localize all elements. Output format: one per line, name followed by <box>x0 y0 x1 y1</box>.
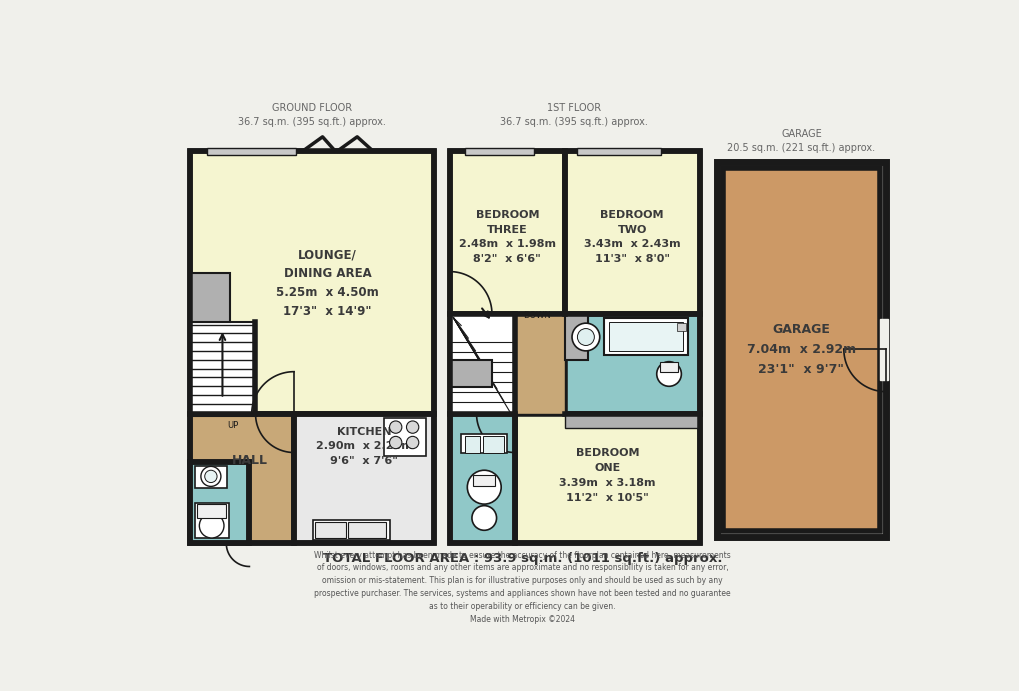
Bar <box>465 435 480 453</box>
Bar <box>449 151 565 314</box>
Circle shape <box>389 436 401 448</box>
Text: LOUNGE/
DINING AREA
5.25m  x 4.50m
17'3"  x 14'9": LOUNGE/ DINING AREA 5.25m x 4.50m 17'3" … <box>276 248 379 318</box>
Text: HALL: HALL <box>232 454 268 466</box>
Bar <box>190 321 255 415</box>
Bar <box>190 414 293 543</box>
Bar <box>461 434 506 453</box>
Text: BEDROOM
ONE
3.39m  x 3.18m
11'2"  x 10'5": BEDROOM ONE 3.39m x 3.18m 11'2" x 10'5" <box>558 448 655 503</box>
Text: 1ST FLOOR
36.7 sq.m. (395 sq.ft.) approx.: 1ST FLOOR 36.7 sq.m. (395 sq.ft.) approx… <box>500 103 648 127</box>
Circle shape <box>577 328 594 346</box>
Polygon shape <box>303 137 334 151</box>
Circle shape <box>199 513 224 538</box>
Bar <box>449 314 515 414</box>
Bar <box>515 314 565 414</box>
Text: BEDROOM
TWO
3.43m  x 2.43m
11'3"  x 8'0": BEDROOM TWO 3.43m x 2.43m 11'3" x 8'0" <box>583 210 680 264</box>
Bar <box>576 149 660 155</box>
Text: GARAGE
7.04m  x 2.92m
23'1"  x 9'7": GARAGE 7.04m x 2.92m 23'1" x 9'7" <box>746 323 855 376</box>
Bar <box>608 321 683 351</box>
Bar <box>473 475 494 486</box>
Bar <box>190 151 434 414</box>
Bar <box>722 169 879 531</box>
Bar <box>315 522 345 538</box>
Bar <box>449 414 515 543</box>
Text: GARAGE
20.5 sq.m. (221 sq.ft.) approx.: GARAGE 20.5 sq.m. (221 sq.ft.) approx. <box>727 129 874 153</box>
Bar <box>879 319 887 380</box>
Bar <box>190 273 230 321</box>
Bar <box>465 149 534 155</box>
Text: BEDROOM
THREE
2.48m  x 1.98m
8'2"  x 6'6": BEDROOM THREE 2.48m x 1.98m 8'2" x 6'6" <box>459 210 555 264</box>
Bar <box>449 360 491 387</box>
Bar <box>565 314 588 360</box>
Bar <box>347 522 386 538</box>
Bar <box>565 151 699 314</box>
Bar <box>515 414 699 543</box>
Bar <box>603 318 688 354</box>
Text: UP: UP <box>227 421 238 430</box>
Circle shape <box>407 436 419 448</box>
Bar <box>313 520 390 540</box>
Circle shape <box>572 323 599 351</box>
Bar <box>293 414 434 543</box>
Bar <box>190 462 250 543</box>
Bar <box>565 314 699 414</box>
Text: DOWN: DOWN <box>522 311 550 320</box>
Bar <box>190 151 434 543</box>
Bar <box>676 323 686 331</box>
Bar <box>197 504 226 518</box>
Text: Whilst every attempt has been made to ensure the accuracy of the floorplan conta: Whilst every attempt has been made to en… <box>314 551 731 624</box>
Text: KITCHEN
2.90m  x 2.28m
9'6"  x 7'6": KITCHEN 2.90m x 2.28m 9'6" x 7'6" <box>316 426 412 466</box>
Circle shape <box>205 471 217 482</box>
Circle shape <box>472 506 496 530</box>
Text: GROUND FLOOR
36.7 sq.m. (395 sq.ft.) approx.: GROUND FLOOR 36.7 sq.m. (395 sq.ft.) app… <box>237 103 385 127</box>
Text: TOTAL FLOOR AREA : 93.9 sq.m. (1011 sq.ft.) approx.: TOTAL FLOOR AREA : 93.9 sq.m. (1011 sq.f… <box>323 552 721 565</box>
Circle shape <box>407 421 419 433</box>
Bar <box>716 162 886 537</box>
Bar <box>195 466 227 488</box>
Circle shape <box>656 361 681 386</box>
Circle shape <box>467 471 500 504</box>
Circle shape <box>389 421 401 433</box>
Bar <box>565 414 699 428</box>
Bar <box>449 151 699 543</box>
Bar <box>659 361 678 372</box>
Bar <box>449 314 515 414</box>
Circle shape <box>201 466 221 486</box>
Bar <box>207 149 296 155</box>
Polygon shape <box>337 137 372 151</box>
Bar <box>195 502 228 538</box>
Bar <box>482 435 503 453</box>
Bar <box>384 418 426 456</box>
